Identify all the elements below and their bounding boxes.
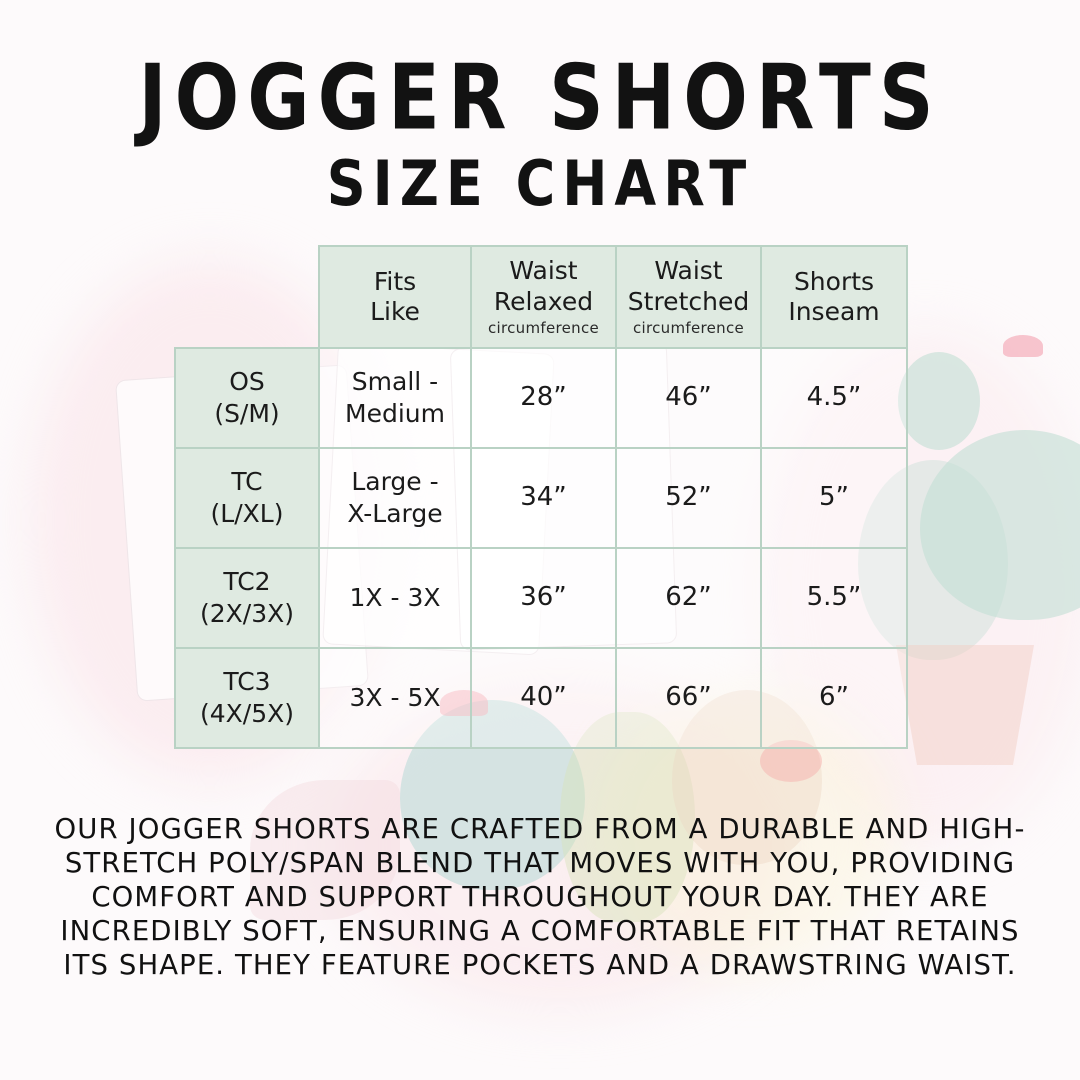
cell-waist-stretched: 46”	[615, 347, 762, 449]
cell-waist-relaxed: 40”	[470, 647, 617, 749]
column-header-waist-relaxed-line2: Relaxed	[493, 286, 594, 316]
cell-fits-like-line1: Small -	[351, 367, 439, 396]
table-row: OS (S/M) Small - Medium 28” 46” 4.5”	[174, 347, 908, 449]
cell-fits-like-line2: X-Large	[347, 499, 443, 528]
cell-waist-stretched: 66”	[615, 647, 762, 749]
row-size-line2: (L/XL)	[210, 499, 284, 528]
row-size-label: OS (S/M)	[174, 347, 320, 449]
page-title: JOGGER SHORTS	[138, 44, 942, 150]
row-size-line2: (S/M)	[214, 399, 280, 428]
column-header-waist-stretched: Waist Stretched circumference	[615, 245, 762, 349]
column-header-waist-stretched-line1: Waist	[654, 256, 723, 286]
column-header-fits-like-line1: Fits	[373, 266, 417, 296]
row-size-label: TC3 (4X/5X)	[174, 647, 320, 749]
cell-fits-like: Large - X-Large	[318, 447, 472, 549]
cell-fits-like: 1X - 3X	[318, 547, 472, 649]
flower-blossom-right	[1003, 335, 1043, 357]
column-header-waist-stretched-note: circumference	[632, 319, 745, 338]
cell-shorts-inseam: 5”	[760, 447, 908, 549]
table-row: TC2 (2X/3X) 1X - 3X 36” 62” 5.5”	[174, 547, 908, 649]
table-row: TC (L/XL) Large - X-Large 34” 52” 5”	[174, 447, 908, 549]
row-size-label: TC (L/XL)	[174, 447, 320, 549]
row-size-line1: TC2	[223, 566, 271, 596]
column-header-fits-like-line2: Like	[370, 297, 420, 326]
cell-fits-like-line1: Large -	[351, 467, 439, 496]
cell-shorts-inseam: 4.5”	[760, 347, 908, 449]
cell-fits-like: 3X - 5X	[318, 647, 472, 749]
cell-shorts-inseam: 5.5”	[760, 547, 908, 649]
row-size-line2: (4X/5X)	[200, 699, 294, 728]
cell-waist-relaxed: 36”	[470, 547, 617, 649]
table-corner-blank	[175, 246, 319, 348]
cactus-illustration-right-top	[898, 352, 980, 450]
row-size-line1: TC3	[223, 666, 271, 696]
page-title-block: JOGGER SHORTS SIZE CHART	[0, 44, 1080, 216]
column-header-shorts-inseam: Shorts Inseam	[760, 245, 908, 349]
table-header-row: Fits Like Waist Relaxed circumference	[175, 245, 908, 349]
cell-waist-relaxed: 28”	[470, 347, 617, 449]
column-header-waist-relaxed-note: circumference	[487, 319, 600, 338]
column-header-shorts-inseam-line2: Inseam	[788, 297, 880, 326]
page-subtitle: SIZE CHART	[326, 146, 754, 220]
cell-fits-like: Small - Medium	[318, 347, 472, 449]
product-description: OUR JOGGER SHORTS ARE CRAFTED FROM A DUR…	[54, 813, 1026, 982]
cell-shorts-inseam: 6”	[760, 647, 908, 749]
row-size-line2: (2X/3X)	[200, 599, 294, 628]
cell-waist-relaxed: 34”	[470, 447, 617, 549]
size-chart-table: Fits Like Waist Relaxed circumference	[174, 245, 908, 749]
column-header-fits-like: Fits Like	[318, 245, 472, 349]
cell-waist-stretched: 62”	[615, 547, 762, 649]
prickly-pear-illustration-right	[920, 430, 1080, 620]
column-header-shorts-inseam-line1: Shorts	[793, 266, 875, 296]
row-size-line1: TC	[231, 466, 263, 496]
terracotta-pot-illustration	[896, 645, 1034, 765]
cell-fits-like-line2: Medium	[345, 399, 445, 428]
size-chart-table-wrap: Fits Like Waist Relaxed circumference	[174, 245, 908, 749]
table-row: TC3 (4X/5X) 3X - 5X 40” 66” 6”	[174, 647, 908, 749]
cell-waist-stretched: 52”	[615, 447, 762, 549]
column-header-waist-relaxed-line1: Waist	[509, 256, 578, 286]
row-size-line1: OS	[229, 366, 265, 396]
column-header-waist-stretched-line2: Stretched	[627, 286, 750, 316]
row-size-label: TC2 (2X/3X)	[174, 547, 320, 649]
column-header-waist-relaxed: Waist Relaxed circumference	[470, 245, 617, 349]
